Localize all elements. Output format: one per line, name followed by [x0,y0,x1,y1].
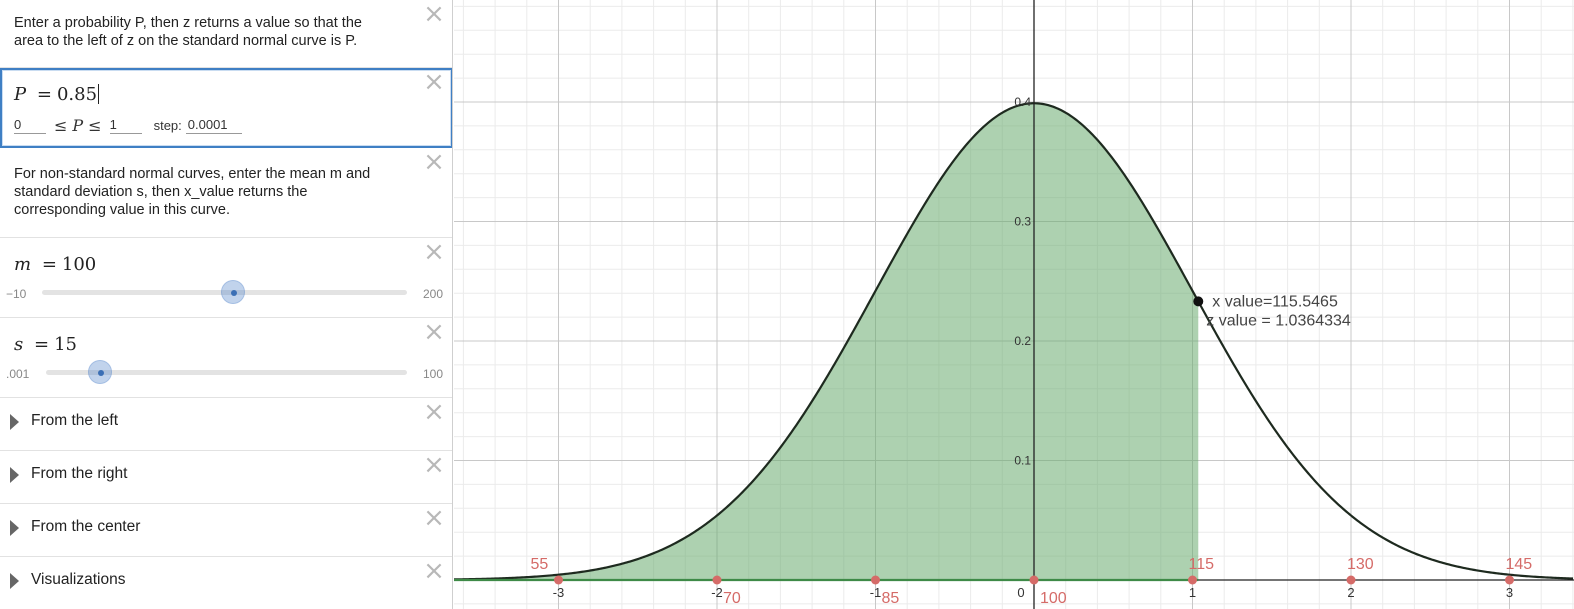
limit-expression: ≤ P ≤ [54,116,102,135]
text-cursor [98,84,100,104]
raw-value-point[interactable] [1029,575,1039,585]
folder-title: Visualizations [31,571,126,588]
y-tick-label: 0.3 [1014,215,1031,229]
x-tick-label: 1 [1189,585,1196,600]
expression-list: Enter a probability P, then z returns a … [0,0,453,609]
normal-curve [453,102,1574,581]
note-line: For non-standard normal curves, enter th… [14,166,371,182]
note-line: Enter a probability P, then z returns a … [14,15,362,31]
note-text: For non-standard normal curves, enter th… [14,165,370,219]
close-icon[interactable]: × [423,397,445,427]
note-non-standard[interactable]: For non-standard normal curves, enter th… [0,147,452,238]
graph-canvas[interactable]: -3 -2 -1 0 1 2 3 0.1 0.2 0.3 0.4 55 70 85 100 115 130 14… [453,0,1574,609]
expression-m[interactable]: m = 100 −10 200 × [0,237,452,318]
expression-m-input[interactable]: m = 100 [14,254,96,275]
x-tick-label: 3 [1506,585,1513,600]
raw-value-label: 115 [1189,556,1215,573]
raw-value-point[interactable] [554,575,563,585]
raw-value-point[interactable] [1505,575,1514,585]
folder-title: From the right [31,465,128,482]
step-input[interactable]: 0.0001 [185,117,242,134]
close-icon[interactable]: × [423,147,445,177]
x-tick-label: 2 [1347,585,1354,600]
annotation: x value=115.5465 z value = 1.0364334 [1193,293,1351,329]
raw-value-point[interactable] [871,575,880,585]
close-icon[interactable]: × [423,0,445,29]
folder-from-the-right[interactable]: From the right × [0,450,452,504]
close-icon[interactable]: × [423,237,445,267]
x-tick-label: -2 [711,585,723,600]
slider-max-input[interactable]: 1 [109,117,142,134]
variable-name: m [14,254,32,275]
folder-visualizations[interactable]: Visualizations × [0,556,452,609]
expression-value: 100 [61,254,97,275]
raw-value-point[interactable] [712,575,722,585]
leq-sign: ≤ [88,116,102,135]
folder-from-the-left[interactable]: From the left × [0,397,452,451]
raw-value-point[interactable] [1346,575,1356,585]
x-tick-label: -3 [553,585,565,600]
raw-value-label: 70 [723,590,741,607]
slider-max-label[interactable]: 100 [422,367,443,381]
equals-sign: = [41,254,57,275]
equals-sign: = [36,84,52,105]
raw-value-label: 145 [1506,556,1533,573]
slider-handle[interactable] [88,360,113,384]
slider-min-label[interactable]: −10 [6,287,27,301]
close-icon[interactable]: × [423,317,445,347]
expression-value: 0.85 [56,84,98,105]
expression-p[interactable]: P = 0.85 0 ≤ P ≤ 1 step: 0.0001 × [0,67,452,148]
graph-paper[interactable]: -3 -2 -1 0 1 2 3 0.1 0.2 0.3 0.4 55 70 85 100 115 130 14… [453,0,1574,609]
note-line: area to the left of z on the standard no… [14,33,358,49]
variable-name: s [14,334,24,355]
slider-min-input[interactable]: 0 [14,117,46,134]
slider-limits-row: 0 ≤ P ≤ 1 step: 0.0001 [14,116,242,135]
note-standard-normal[interactable]: Enter a probability P, then z returns a … [0,0,452,68]
expression-s-input[interactable]: s = 15 [14,334,77,355]
z-value-label: z value = 1.0364334 [1206,312,1351,329]
x-tick-label: 0 [1017,585,1024,600]
y-tick-label: 0.4 [1014,95,1031,109]
folder-title: From the center [31,518,141,535]
variable-name: P [14,84,27,105]
expand-triangle-icon[interactable] [10,467,19,483]
y-tick-label: 0.1 [1014,454,1031,468]
note-text: Enter a probability P, then z returns a … [14,14,362,50]
expression-p-input[interactable]: P = 0.85 [14,84,100,105]
x-value-label: x value=115.5465 [1212,293,1338,310]
leq-sign: ≤ [54,116,68,135]
expand-triangle-icon[interactable] [10,414,19,430]
close-icon[interactable]: × [423,67,445,97]
tick-labels: -3 -2 -1 0 1 2 3 0.1 0.2 0.3 0.4 [553,95,1513,600]
step-label: step: [153,118,182,133]
expand-triangle-icon[interactable] [10,573,19,589]
folder-from-the-center[interactable]: From the center × [0,503,452,557]
note-line: standard deviation s, then x_value retur… [14,184,308,200]
close-icon[interactable]: × [423,556,445,586]
slider-max-label[interactable]: 200 [422,287,443,301]
expand-triangle-icon[interactable] [10,520,19,536]
curve-point[interactable] [1193,296,1204,307]
close-icon[interactable]: × [423,450,445,480]
x-tick-label: -1 [870,585,882,600]
equals-sign: = [33,334,50,355]
shaded-area [454,103,1199,580]
y-tick-label: 0.2 [1014,334,1031,348]
note-line: corresponding value in this curve. [14,202,231,218]
close-icon[interactable]: × [423,503,445,533]
raw-value-label: 85 [882,590,900,607]
folder-title: From the left [31,412,118,429]
slider-min-label[interactable]: .001 [6,367,30,381]
limit-variable: P [72,116,84,135]
slider-handle[interactable] [221,280,246,304]
expression-value: 15 [54,334,77,355]
axes [454,0,1574,609]
raw-value-label: 100 [1040,590,1067,607]
raw-value-point[interactable] [1188,575,1197,585]
raw-value-label: 55 [531,556,549,573]
raw-value-label: 130 [1347,556,1374,573]
expression-s[interactable]: s = 15 .001 100 × [0,317,452,398]
slider-track[interactable] [46,370,407,375]
